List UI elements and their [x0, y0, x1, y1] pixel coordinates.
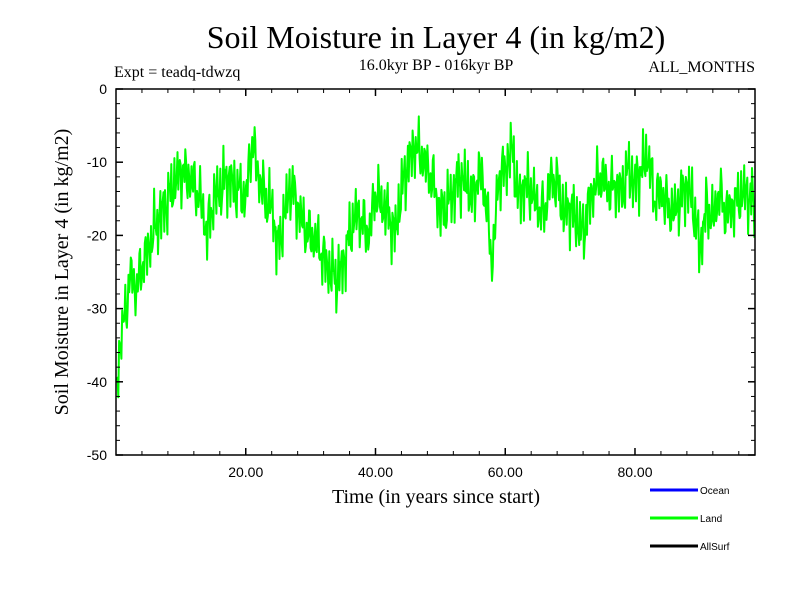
x-tick-label: 20.00: [228, 464, 263, 480]
plot-area: 0 -10 -20 -30 -40 -50 20.00 40.00 60.00 80.00: [87, 81, 756, 480]
y-tick-label: -10: [87, 154, 107, 170]
x-tick-label: 60.00: [488, 464, 523, 480]
legend-label-land: Land: [700, 514, 722, 525]
y-tick-label: -30: [87, 301, 107, 317]
legend: Ocean Land AllSurf: [650, 486, 730, 553]
y-tick-label: -50: [87, 447, 107, 463]
y-tick-label: -20: [87, 227, 107, 243]
y-tick-label: -40: [87, 374, 107, 390]
series-line-land: [115, 115, 756, 399]
expt-label: Expt = teadq-tdwzq: [114, 64, 240, 81]
legend-label-allsurf: AllSurf: [700, 542, 730, 553]
legend-label-ocean: Ocean: [700, 486, 729, 497]
time-range-label: 16.0kyr BP - 016kyr BP: [359, 57, 514, 74]
y-tick-label: 0: [99, 81, 107, 97]
chart-title: Soil Moisture in Layer 4 (in kg/m2): [207, 19, 666, 55]
months-label: ALL_MONTHS: [648, 59, 755, 76]
x-tick-label: 80.00: [617, 464, 652, 480]
x-tick-label: 40.00: [358, 464, 393, 480]
y-axis-label: Soil Moisture in Layer 4 (in kg/m2): [51, 129, 73, 416]
plot-frame: [115, 88, 756, 456]
x-axis-label: Time (in years since start): [332, 486, 540, 508]
